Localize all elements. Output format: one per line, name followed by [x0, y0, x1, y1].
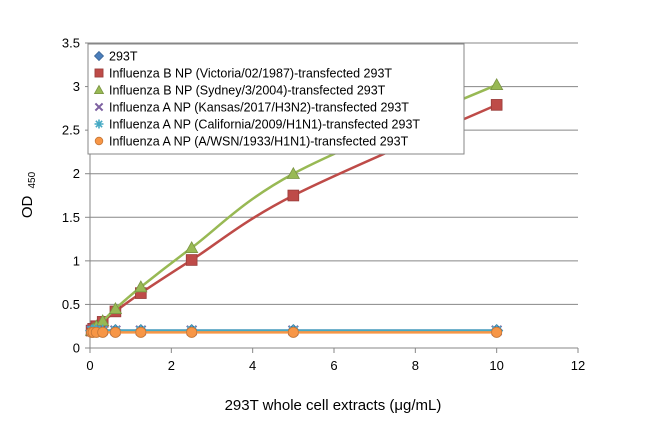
y-tick-label: 1.5	[62, 210, 80, 225]
legend-marker	[94, 68, 104, 78]
y-tick-label: 3	[73, 79, 80, 94]
legend-box	[87, 43, 465, 155]
legend-label: Influenza A NP (A/WSN/1933/H1N1)-transfe…	[109, 135, 409, 149]
y-tick-label: 0.5	[62, 297, 80, 312]
data-point	[286, 166, 301, 179]
data-point	[97, 326, 109, 338]
legend-entry: Influenza A NP (Kansas/2017/H3N2)-transf…	[94, 101, 409, 115]
legend-entry: Influenza A NP (California/2009/H1N1)-tr…	[94, 118, 420, 132]
axis-layer: 0 0.5 1 1.5 2 2.5 3 3.5 0 2 4 6 8 10 12	[62, 36, 585, 374]
legend-marker	[94, 136, 104, 146]
y-tick-label: 2	[73, 166, 80, 181]
legend-entry: Influenza B NP (Victoria/02/1987)-transf…	[94, 67, 392, 81]
legend-marker	[94, 102, 104, 112]
x-tick-label: 12	[571, 358, 585, 373]
legend-label: Influenza A NP (California/2009/H1N1)-tr…	[109, 118, 420, 132]
legend-entry: Influenza A NP (A/WSN/1933/H1N1)-transfe…	[94, 135, 409, 149]
data-point	[287, 326, 299, 338]
data-point	[489, 78, 504, 91]
series-layer	[84, 78, 504, 338]
data-point	[186, 326, 198, 338]
legend-label: 293T	[109, 50, 138, 64]
legend-label: Influenza B NP (Victoria/02/1987)-transf…	[109, 67, 392, 81]
data-point	[134, 280, 148, 293]
data-point	[109, 326, 121, 338]
legend-entry: 293T	[93, 50, 138, 64]
legend-label: Influenza A NP (Kansas/2017/H3N2)-transf…	[109, 101, 409, 115]
legend-entry: Influenza B NP (Sydney/3/2004)-transfect…	[93, 84, 386, 98]
y-axis-title-subscript: 450	[27, 171, 38, 188]
legend-marker	[93, 84, 105, 94]
x-axis-title: 293T whole cell extracts (μg/mL)	[225, 397, 442, 414]
x-tick-label: 6	[330, 358, 337, 373]
legend-label: Influenza B NP (Sydney/3/2004)-transfect…	[109, 84, 386, 98]
x-tick-label: 4	[249, 358, 256, 373]
y-tick-label: 1	[73, 253, 80, 268]
svg-text:OD 450: OD 450	[19, 171, 38, 218]
data-point	[108, 301, 123, 314]
x-tick-label: 2	[168, 358, 175, 373]
legend-marker	[93, 50, 105, 62]
x-tick-label: 8	[412, 358, 419, 373]
x-tick-label: 10	[489, 358, 503, 373]
y-tick-label: 0	[73, 341, 80, 356]
y-tick-label: 3.5	[62, 36, 80, 51]
series-group	[86, 326, 503, 338]
data-point	[491, 326, 503, 338]
y-axis-title-main: OD	[19, 196, 36, 219]
legend-layer: 293T Influenza B NP (Victoria/02/1987)-tr…	[87, 43, 465, 155]
x-tick-label: 0	[86, 358, 93, 373]
y-tick-label: 2.5	[62, 123, 80, 138]
data-point	[184, 240, 199, 253]
data-point	[135, 326, 147, 338]
data-point	[287, 189, 300, 202]
y-axis-title: OD 450	[19, 171, 38, 218]
data-point	[185, 254, 198, 266]
legend-marker	[94, 119, 104, 129]
data-point	[490, 99, 503, 111]
